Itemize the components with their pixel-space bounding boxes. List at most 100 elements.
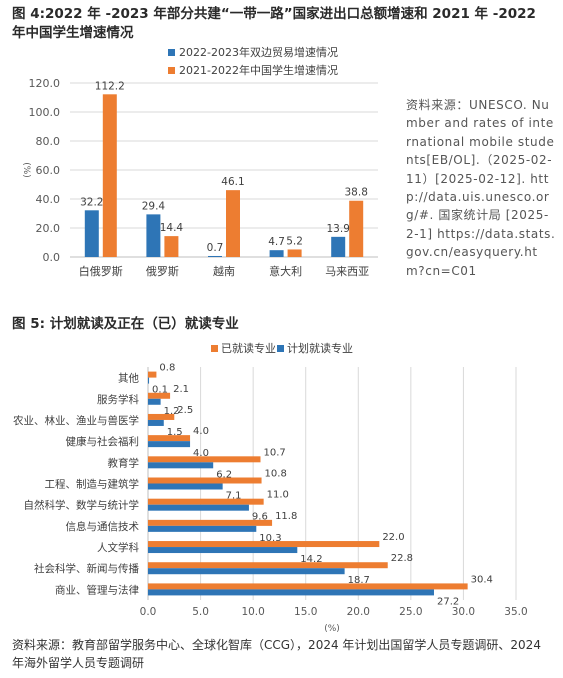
figure4-source-note: 资料来源：UNESCO. Number and rates of interna… (406, 98, 556, 278)
bar-planned (148, 589, 434, 596)
bar-enrolled (148, 456, 261, 463)
legend-label: 计划就读专业 (287, 341, 353, 355)
data-label: 2.5 (177, 405, 193, 416)
figure5-chart: 0.0 5.0 10.0 15.0 20.0 25.0 30.0 35.0 (%) 0.8 0.1 其… (13, 341, 528, 634)
y-tick-label: 工程、制造与建筑学 (45, 478, 140, 491)
x-tick-label: 25.0 (399, 606, 422, 618)
data-label: 4.0 (193, 426, 209, 437)
y-tick-label: 服务学科 (97, 393, 139, 406)
x-tick-label: 5.0 (192, 606, 209, 618)
data-label: 4.7 (268, 236, 285, 248)
y-tick-label: 健康与社会福利 (66, 435, 140, 448)
y-tick-label: 其他 (118, 372, 139, 385)
bar-planned (148, 547, 298, 554)
y-tick-label: 教育学 (108, 456, 140, 469)
bar-planned (148, 398, 161, 405)
figure5-title: 图 5: 计划就读及正在（已）就读专业 (12, 316, 239, 332)
y-tick-label: 0.0 (43, 251, 61, 264)
y-tick-label: 20.0 (36, 222, 61, 235)
bar-students (164, 236, 179, 257)
y-tick-label: 100.0 (29, 106, 61, 119)
data-label: 7.1 (226, 491, 242, 502)
data-label: 4.0 (193, 448, 209, 459)
x-tick-label: 俄罗斯 (146, 265, 179, 278)
bar-planned (148, 568, 345, 575)
bar-planned (148, 419, 164, 426)
data-label: 1.5 (167, 427, 183, 438)
figure4-chart: 0.0 20.0 40.0 60.0 80.0 100.0 120.0 (%) 32.2 112.… (21, 45, 378, 278)
x-tick-label: 30.0 (452, 606, 475, 618)
x-tick-label: 0.0 (140, 606, 157, 618)
y-tick-label: 信息与通信技术 (66, 520, 140, 533)
bar-students (349, 200, 364, 257)
bar-trade (146, 214, 161, 257)
y-tick-label: 40.0 (36, 193, 61, 206)
x-tick-label: 10.0 (241, 606, 264, 618)
bar-trade (208, 255, 222, 257)
y-tick-label: 80.0 (36, 135, 61, 148)
bar-planned (148, 441, 191, 448)
data-label: 22.8 (391, 553, 413, 564)
x-tick-label: 35.0 (504, 606, 527, 618)
data-label: 11.8 (275, 511, 297, 522)
data-label: 0.7 (207, 242, 224, 254)
y-axis-label: (%) (21, 162, 31, 178)
bar-planned (148, 462, 214, 469)
data-label: 14.4 (160, 222, 184, 234)
bar-trade (269, 250, 284, 257)
x-tick-label: 20.0 (347, 606, 370, 618)
legend-swatch (277, 345, 284, 352)
bar-enrolled (148, 435, 191, 442)
bar-planned (148, 525, 257, 532)
data-label: 6.2 (216, 469, 232, 480)
data-label: 18.7 (348, 575, 370, 586)
bar-students (287, 249, 302, 257)
bar-enrolled (148, 371, 157, 378)
y-tick-label: 自然科学、数学与统计学 (24, 499, 140, 512)
legend-swatch (211, 345, 218, 352)
legend-swatch (168, 49, 175, 56)
bar-enrolled (148, 477, 262, 484)
bar-enrolled (148, 392, 171, 399)
data-label: 5.2 (286, 235, 303, 247)
x-tick-label: 白俄罗斯 (79, 264, 123, 278)
data-label: 22.0 (382, 532, 404, 543)
data-label: 112.2 (95, 80, 125, 92)
data-label: 1.2 (164, 406, 180, 417)
y-tick-label: 120.0 (29, 77, 61, 90)
data-label: 0.8 (159, 363, 175, 374)
legend-label: 2021-2022年中国学生增速情况 (179, 63, 338, 77)
y-tick-label: 商业、管理与法律 (55, 583, 139, 596)
y-tick-label: 农业、林业、渔业与兽医学 (13, 414, 139, 427)
data-label: 10.3 (259, 533, 281, 544)
bar-enrolled (148, 519, 273, 526)
bar-planned (148, 504, 249, 511)
bar-students (102, 94, 117, 257)
bar-enrolled (148, 583, 468, 590)
bar-enrolled (148, 541, 380, 548)
legend-label: 2022-2023年双边贸易增速情况 (179, 45, 338, 59)
data-label: 2.1 (173, 384, 189, 395)
y-tick-label: 人文学科 (97, 541, 139, 554)
bar-enrolled (148, 498, 264, 505)
data-label: 10.7 (264, 447, 286, 458)
bar-planned (148, 483, 223, 490)
y-tick-label: 社会科学、新闻与传播 (34, 562, 139, 575)
data-label: 9.6 (252, 512, 268, 523)
figure4-title: 图 4:2022 年 -2023 年部分共建“一带一路”国家进出口总额增速和 2… (12, 6, 536, 41)
x-tick-label: 马来西亚 (325, 265, 369, 278)
x-tick-label: 意大利 (269, 264, 302, 278)
bar-trade (84, 210, 99, 257)
data-label: 13.9 (327, 223, 350, 235)
data-label: 11.0 (267, 490, 289, 501)
legend-swatch (168, 67, 175, 74)
data-label: 14.2 (300, 554, 322, 565)
x-axis-label: (%) (324, 624, 340, 634)
data-label: 32.2 (80, 196, 103, 208)
data-label: 46.1 (221, 176, 244, 188)
x-tick-label: 越南 (213, 264, 235, 278)
data-label: 38.8 (345, 187, 368, 199)
legend-label: 已就读专业 (221, 341, 276, 355)
data-label: 0.1 (152, 385, 168, 396)
bar-students (226, 190, 240, 257)
